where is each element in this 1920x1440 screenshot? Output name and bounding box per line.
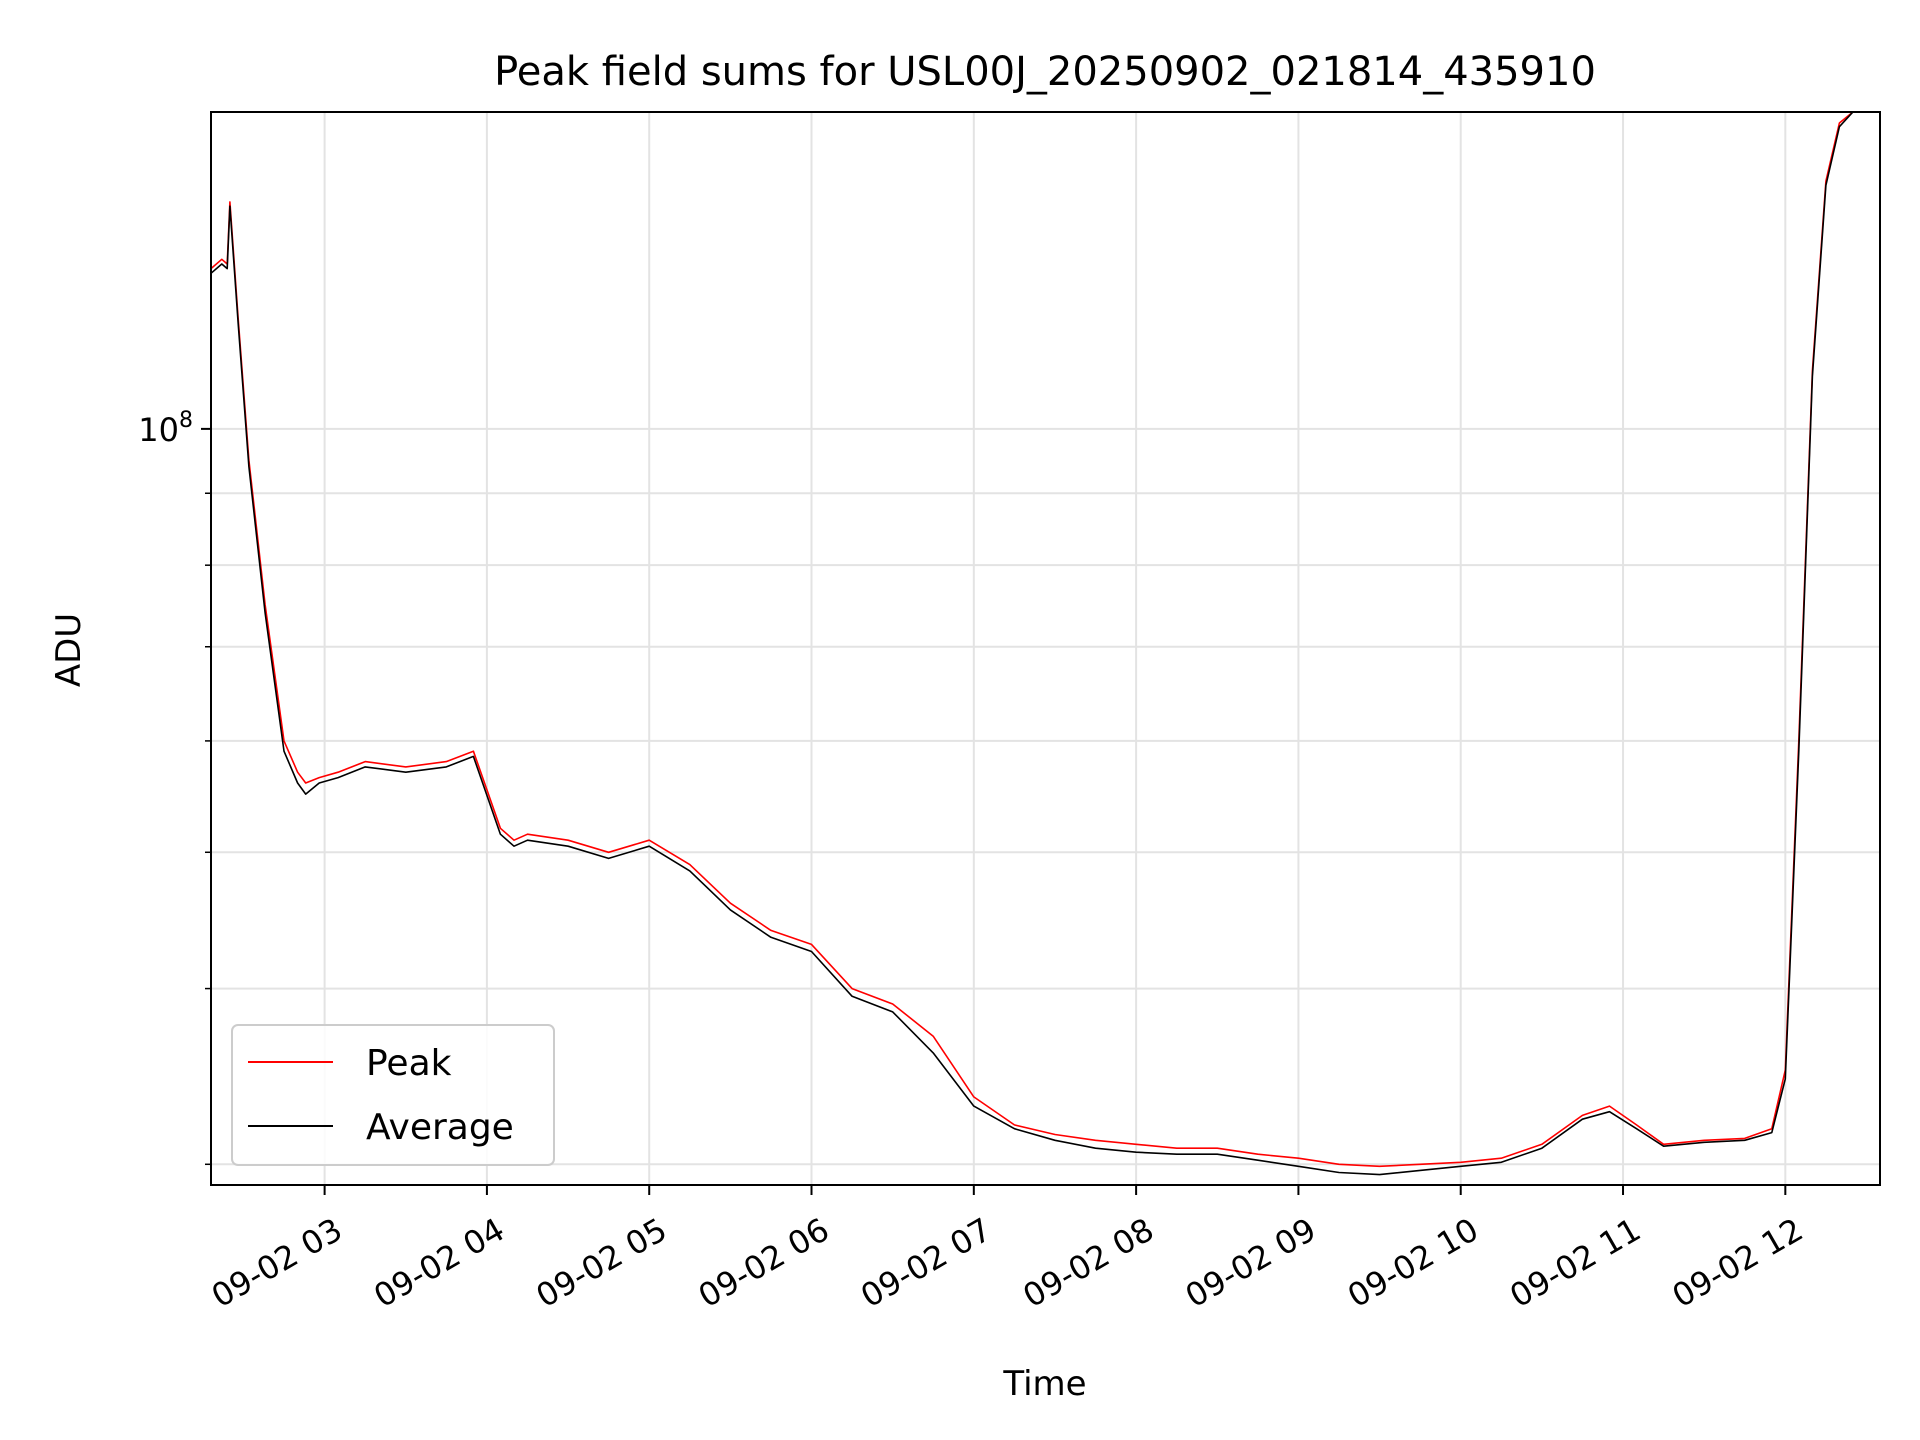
legend-label-peak: Peak bbox=[366, 1043, 452, 1084]
plot-frame bbox=[210, 111, 1881, 1186]
series-line-average bbox=[210, 111, 1880, 1176]
legend: Peak Average bbox=[231, 1024, 555, 1166]
legend-box bbox=[231, 1024, 555, 1166]
series-line-peak bbox=[210, 111, 1880, 1168]
x-axis-label: Time bbox=[1002, 1364, 1086, 1404]
y-axis-label: ADU bbox=[49, 613, 89, 687]
y-axis: 108 bbox=[138, 408, 211, 1166]
legend-label-average: Average bbox=[366, 1107, 514, 1148]
y-tick-label: 108 bbox=[138, 408, 193, 449]
grid bbox=[211, 112, 1880, 1185]
chart-title: Peak field sums for USL00J_20250902_0218… bbox=[494, 49, 1596, 95]
series-layer bbox=[210, 111, 1880, 1176]
